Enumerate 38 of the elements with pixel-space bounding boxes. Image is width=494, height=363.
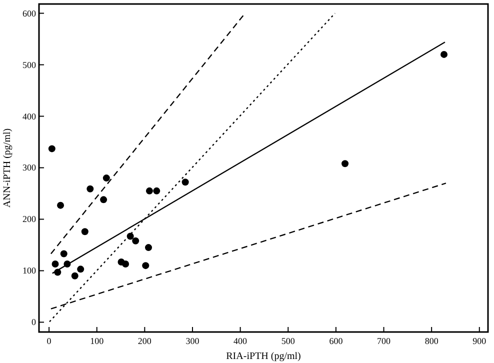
x-tick-label: 0 (46, 336, 52, 346)
point (440, 50, 448, 58)
point (100, 196, 108, 204)
point (48, 145, 56, 152)
x-tick-label: 600 (329, 336, 344, 346)
point (102, 174, 110, 182)
x-tick-label: 100 (90, 336, 104, 346)
point (342, 160, 349, 168)
point (86, 185, 94, 192)
x-tick-label: 700 (377, 336, 392, 346)
point (71, 272, 78, 280)
point (60, 250, 68, 258)
point (132, 237, 140, 244)
point (52, 260, 59, 268)
x-tick-label: 500 (281, 336, 296, 346)
point (145, 244, 152, 252)
y-axis-title: ANN-iPTH (pg/ml) (2, 128, 13, 208)
x-tick-label: 400 (234, 336, 248, 346)
point (146, 187, 153, 194)
y-tick-label: 600 (22, 8, 36, 18)
point (122, 260, 130, 268)
point (81, 228, 88, 236)
point (153, 187, 160, 194)
point (182, 178, 189, 186)
y-tick-label: 100 (22, 266, 36, 276)
y-tick-label: 200 (22, 214, 36, 224)
x-tick-label: 800 (424, 336, 439, 346)
point (142, 262, 150, 270)
y-tick-label: 400 (22, 111, 36, 122)
y-tick-label: 300 (22, 162, 36, 173)
x-tick-label: 300 (186, 336, 200, 346)
y-tick-label: 500 (22, 60, 36, 70)
point (77, 266, 84, 273)
x-axis-title: RIA-iPTH (pg/ml) (226, 351, 301, 362)
x-tick-label: 200 (138, 336, 152, 346)
x-tick-label: 900 (472, 336, 487, 346)
point (57, 202, 64, 209)
y-tick-label: 0 (32, 317, 36, 328)
